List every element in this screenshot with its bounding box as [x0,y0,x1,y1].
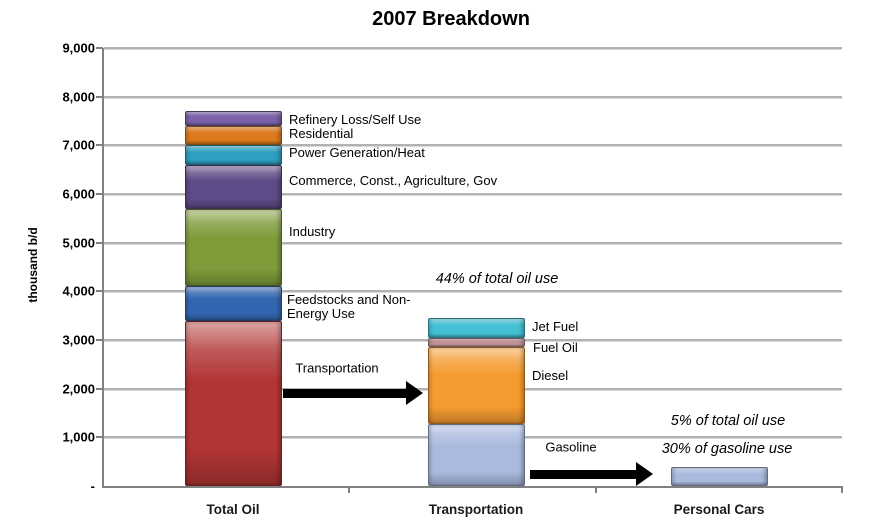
arrow-head-gasoline [636,462,653,486]
y-axis-tickmark [96,47,103,49]
y-axis-tickmark [96,387,103,390]
segment-label: Feedstocks and Non-Energy Use [287,292,411,321]
y-axis-tickmark [96,436,103,439]
bar-segment-commerce-const-agriculture-gov [184,164,282,209]
x-axis-tickmark [841,486,843,493]
y-tick-label: 4,000 [62,283,95,299]
x-axis-tickmark [594,486,597,493]
bar-segment-power-generation-heat [184,145,282,165]
y-tick-label: 3,000 [62,332,95,348]
y-axis-tickmark [96,290,103,293]
y-axis-tickmark [96,339,103,341]
y-axis-tickmark [96,95,103,98]
bar-segment-fuel-oil [427,337,525,348]
y-tick-label: 2,000 [62,381,95,397]
segment-label: Refinery Loss/Self Use [289,112,422,127]
gridline [104,290,842,294]
bar-segment-personal-cars [670,466,768,486]
y-tick-label: 9,000 [62,40,95,56]
category-label-personal-cars: Personal Cars [673,502,765,517]
segment-label: Fuel Oil [533,340,578,355]
gridline [104,95,842,99]
segment-label: Residential [289,126,354,141]
bar-segment-feedstocks-and-non-energy-use [184,286,282,321]
percentage-annotation: 30% of gasoline use [661,441,793,457]
segment-label: Commerce, Const., Agriculture, Gov [289,173,498,188]
category-label-transportation: Transportation [428,502,524,517]
arrow-label-gasoline: Gasoline [545,439,597,455]
gridline [104,47,842,50]
gridline [104,193,842,196]
percentage-annotation: 44% of total oil use [435,271,559,287]
arrow-head-transportation [406,381,423,405]
bar-segment-jet-fuel [427,318,525,338]
bar-segment-refinery-loss-self-use [184,111,282,126]
arrow-shaft-gasoline [530,470,638,479]
bar-segment-gasoline [427,423,525,486]
percentage-annotation: 5% of total oil use [670,413,786,429]
y-axis-tickmark [96,144,103,147]
y-tick-label: 7,000 [62,137,95,153]
arrow-label-transportation: Transportation [295,360,379,376]
y-axis-tickmark [96,241,103,244]
bar-segment-residential [184,125,282,146]
segment-label: Jet Fuel [532,319,579,334]
y-axis-line [102,48,104,488]
bar-segment-transportation [184,320,282,486]
x-axis-tickmark [348,486,351,493]
gridline [104,144,842,148]
y-tick-label: 1,000 [62,429,95,445]
bar-segment-industry [184,208,282,287]
y-tick-label: 5,000 [62,235,95,251]
gridline [104,241,842,245]
bar-segment-diesel [427,347,525,424]
y-tick-label: - [90,478,95,494]
category-label-total-oil: Total Oil [206,502,260,517]
y-tick-label: 8,000 [62,89,95,105]
arrow-shaft-transportation [283,389,408,398]
segment-label: Industry [289,224,336,239]
segment-label: Power Generation/Heat [289,145,425,160]
y-axis-tickmark [96,193,103,195]
x-axis-line [102,486,842,488]
chart-title: 2007 Breakdown [372,8,530,30]
segment-label: Diesel [532,368,569,383]
y-tick-label: 6,000 [62,186,95,202]
